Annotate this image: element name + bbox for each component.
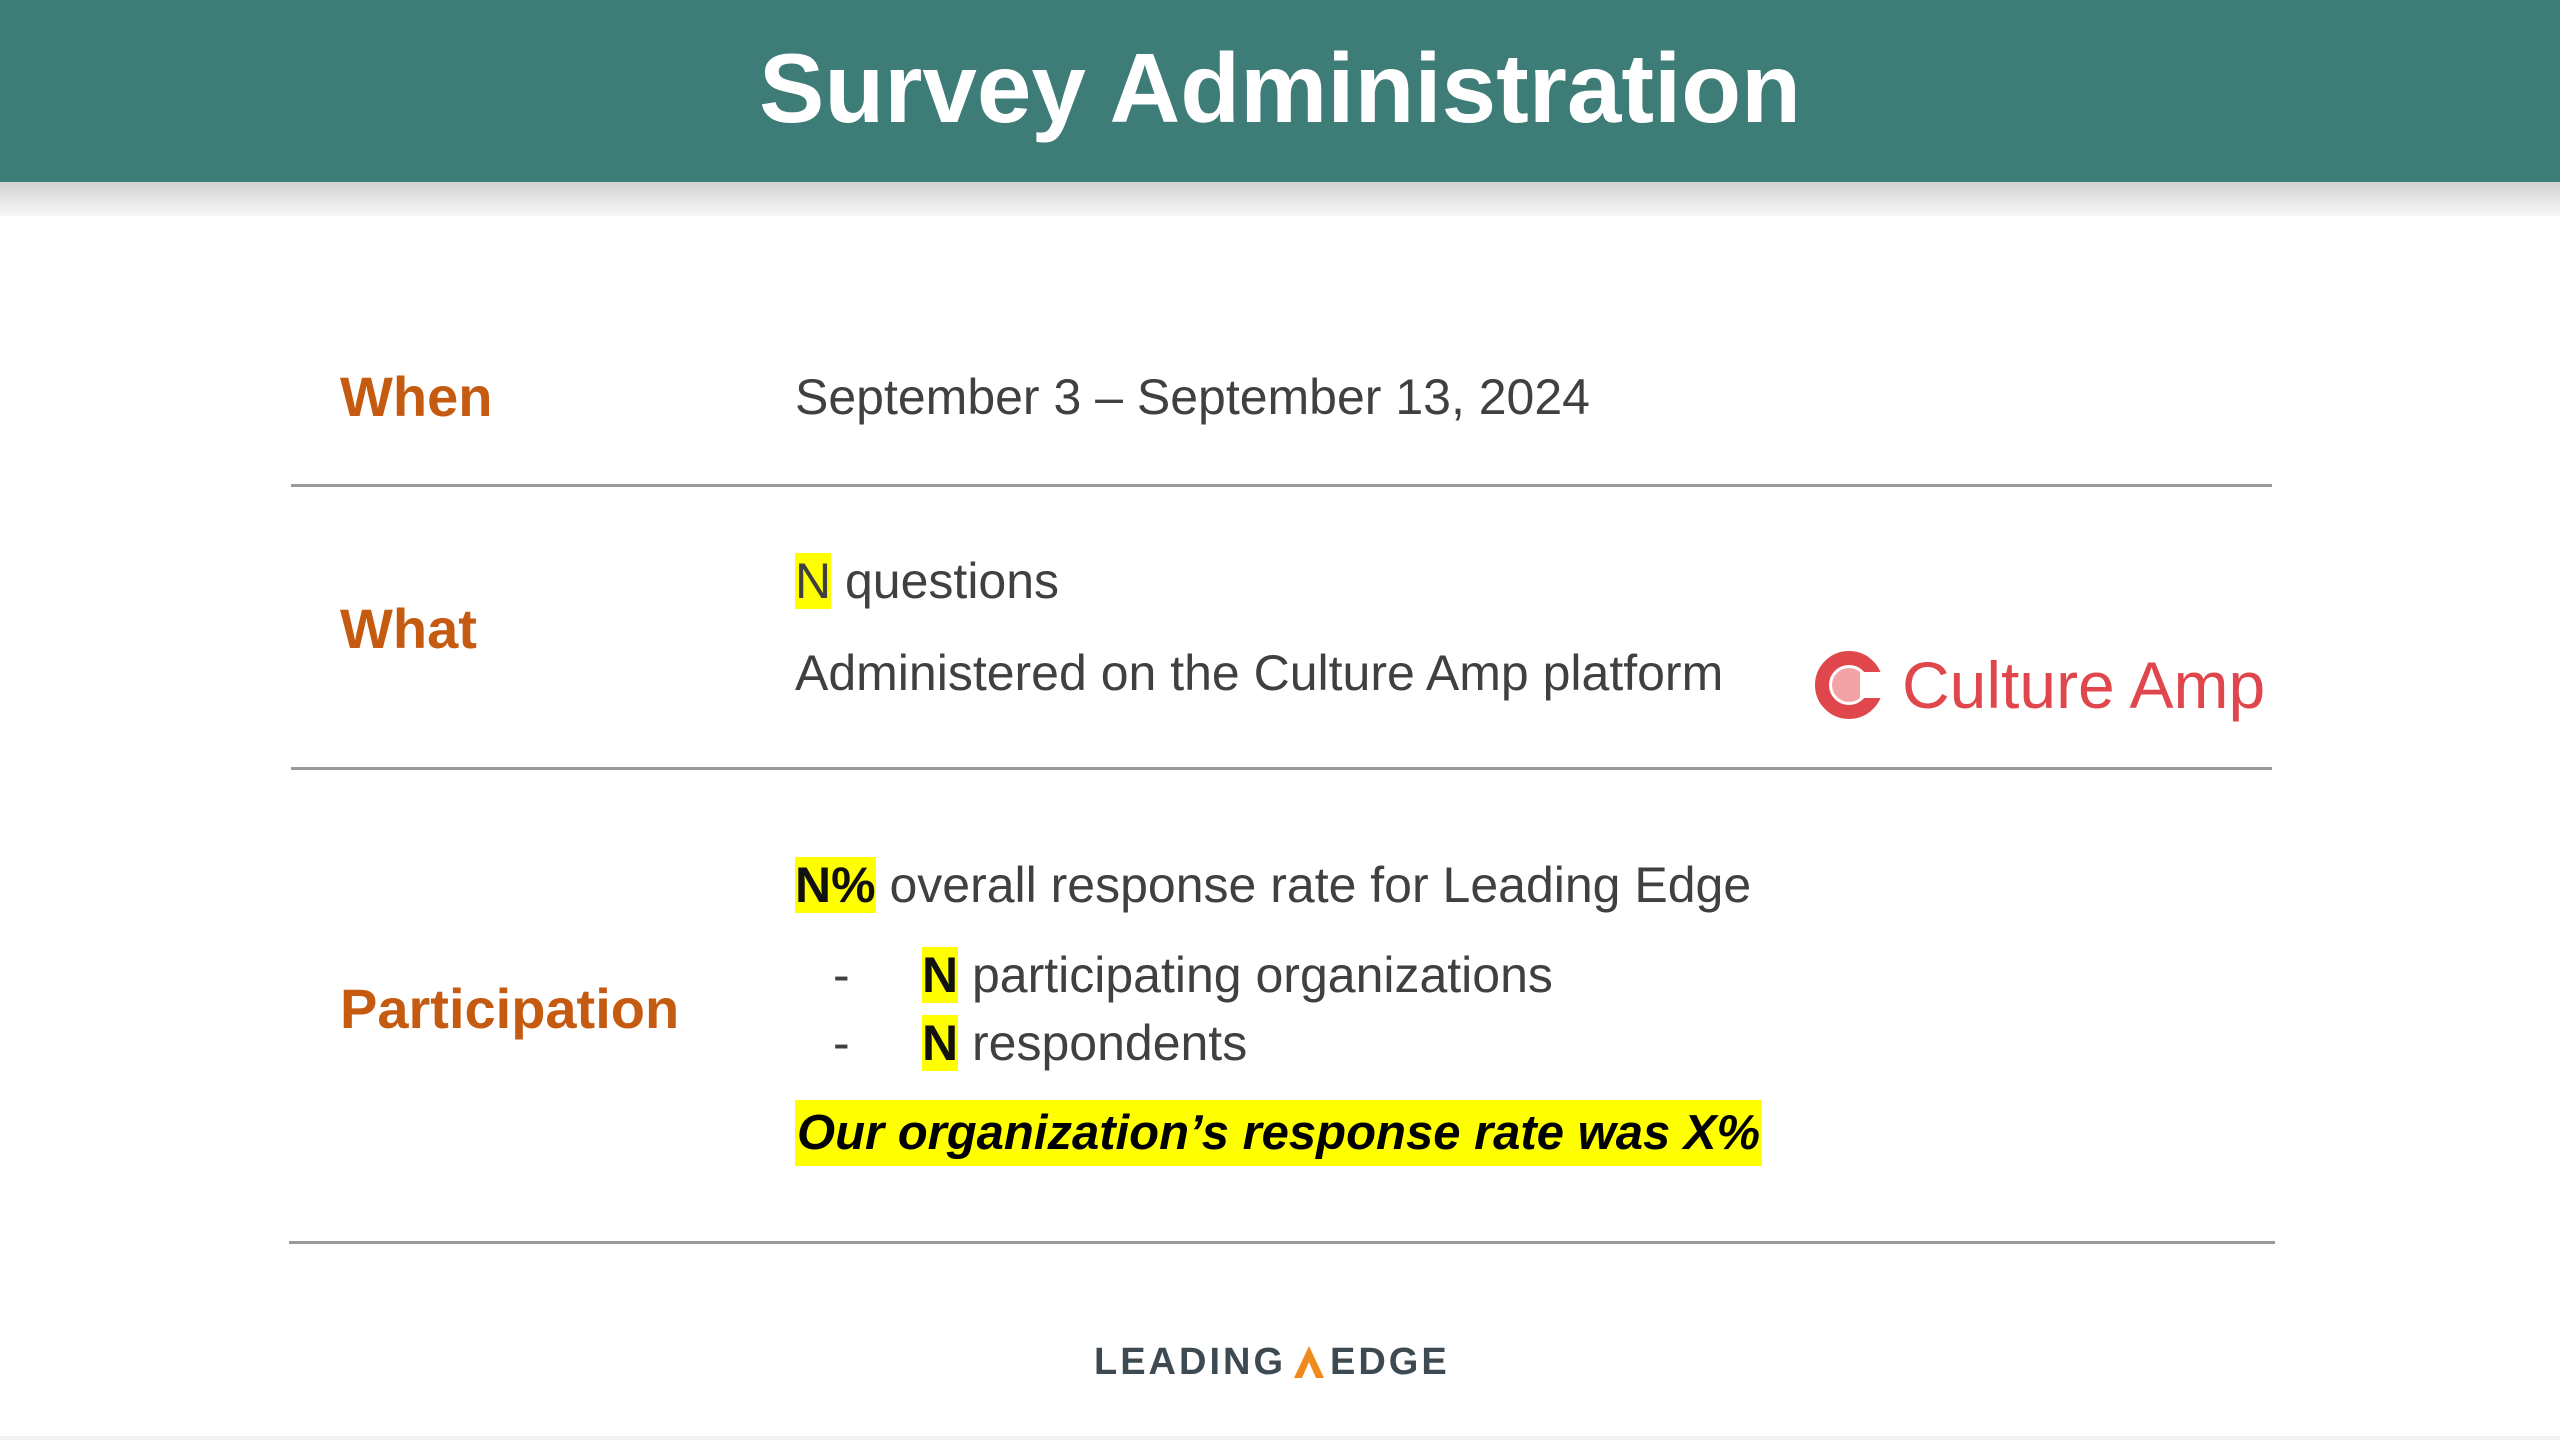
when-label: When — [340, 365, 493, 428]
culture-amp-logo: Culture Amp — [1814, 640, 2265, 730]
platform-line: Administered on the Culture Amp platform — [795, 645, 1724, 701]
organizations-line: N participating organizations — [922, 946, 1553, 1004]
organizations-text: participating organizations — [958, 947, 1553, 1003]
response-rate-text: overall response rate for Leading Edge — [875, 857, 1752, 913]
organizations-placeholder: N — [922, 947, 959, 1003]
page-title: Survey Administration — [759, 32, 1801, 143]
response-rate-placeholder: N% — [795, 857, 876, 913]
questions-count-placeholder: N — [795, 553, 832, 609]
participation-label: Participation — [340, 977, 680, 1040]
respondents-line: N respondents — [922, 1014, 1247, 1072]
respondents-placeholder: N — [922, 1015, 959, 1071]
culture-amp-icon — [1815, 651, 1884, 719]
what-label: What — [340, 597, 477, 660]
flame-icon — [1294, 1346, 1324, 1378]
footer-band — [0, 1436, 2560, 1440]
leading-edge-wordmark-left: LEADING — [1094, 1340, 1286, 1383]
leading-edge-wordmark-right: EDGE — [1330, 1340, 1450, 1383]
bullet-dash: - — [833, 947, 850, 1003]
bullet-dash: - — [833, 1015, 850, 1071]
title-banner: Survey Administration — [0, 0, 2560, 182]
questions-text: questions — [831, 553, 1060, 609]
divider-when — [291, 484, 2272, 487]
leading-edge-logo: LEADING EDGE — [1094, 1336, 1450, 1388]
organization-response-callout: Our organization’s response rate was X% — [795, 1100, 1763, 1166]
banner-shadow — [0, 182, 2560, 216]
response-rate-line: N% overall response rate for Leading Edg… — [795, 856, 1751, 914]
divider-what — [291, 767, 2272, 770]
divider-participation — [289, 1241, 2275, 1244]
culture-amp-wordmark: Culture Amp — [1902, 648, 2266, 722]
questions-line: N questions — [795, 552, 1059, 610]
when-dates: September 3 – September 13, 2024 — [795, 369, 1590, 425]
respondents-text: respondents — [958, 1015, 1248, 1071]
